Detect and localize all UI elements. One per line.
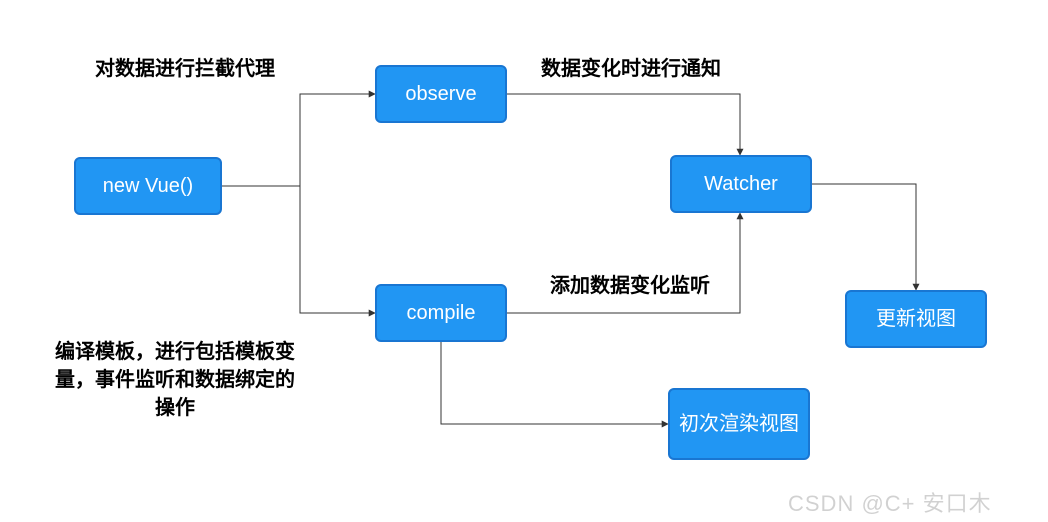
node-compile: compile [375, 284, 507, 342]
label-compileExplain: 编译模板，进行包括模板变量，事件监听和数据绑定的操作 [50, 338, 300, 422]
label-notify: 数据变化时进行通知 [526, 55, 736, 83]
edge-watcher-update [812, 184, 916, 290]
node-update: 更新视图 [845, 290, 987, 348]
watermark: CSDN @C+ 安口木 [788, 486, 992, 518]
edge-newVue-compile [222, 186, 375, 313]
edge-newVue-observe [222, 94, 375, 186]
flowchart-diagram: new Vue() observe compile Watcher 初次渲染视图更新视图… [0, 0, 1048, 522]
label-addListener: 添加数据变化监听 [535, 272, 725, 300]
node-render: 初次渲染视图 [668, 388, 810, 460]
node-watcher: Watcher [670, 155, 812, 213]
label-intercept: 对数据进行拦截代理 [80, 55, 290, 83]
edge-compile-render [441, 342, 668, 424]
node-observe: observe [375, 65, 507, 123]
edge-observe-watcher [507, 94, 740, 155]
node-newVue: new Vue() [74, 157, 222, 215]
